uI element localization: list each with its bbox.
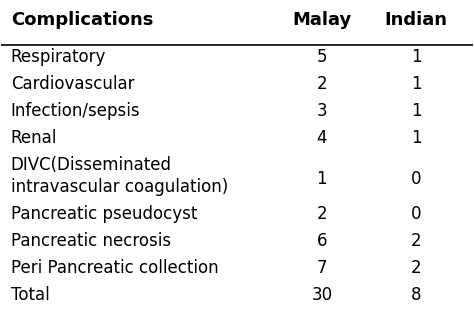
Text: Pancreatic pseudocyst: Pancreatic pseudocyst: [11, 205, 197, 223]
Text: 0: 0: [411, 205, 421, 223]
Text: Renal: Renal: [11, 129, 57, 147]
Text: DIVC(Disseminated
intravascular coagulation): DIVC(Disseminated intravascular coagulat…: [11, 156, 228, 196]
Text: Pancreatic necrosis: Pancreatic necrosis: [11, 232, 171, 250]
Text: 2: 2: [317, 75, 327, 93]
Text: Peri Pancreatic collection: Peri Pancreatic collection: [11, 259, 219, 277]
Text: Respiratory: Respiratory: [11, 48, 106, 66]
Text: 5: 5: [317, 48, 327, 66]
Text: Malay: Malay: [292, 11, 351, 29]
Text: 0: 0: [411, 170, 421, 188]
Text: Complications: Complications: [11, 11, 153, 29]
Text: 4: 4: [317, 129, 327, 147]
Text: 6: 6: [317, 232, 327, 250]
Text: 1: 1: [411, 48, 421, 66]
Text: 8: 8: [411, 286, 421, 304]
Text: Indian: Indian: [384, 11, 447, 29]
Text: 3: 3: [317, 102, 327, 120]
Text: Total: Total: [11, 286, 50, 304]
Text: 7: 7: [317, 259, 327, 277]
Text: 2: 2: [411, 232, 421, 250]
Text: 1: 1: [411, 129, 421, 147]
Text: 1: 1: [411, 102, 421, 120]
Text: 2: 2: [317, 205, 327, 223]
Text: Cardiovascular: Cardiovascular: [11, 75, 134, 93]
Text: 2: 2: [411, 259, 421, 277]
Text: Infection/sepsis: Infection/sepsis: [11, 102, 140, 120]
Text: 1: 1: [317, 170, 327, 188]
Text: 30: 30: [311, 286, 332, 304]
Text: 1: 1: [411, 75, 421, 93]
